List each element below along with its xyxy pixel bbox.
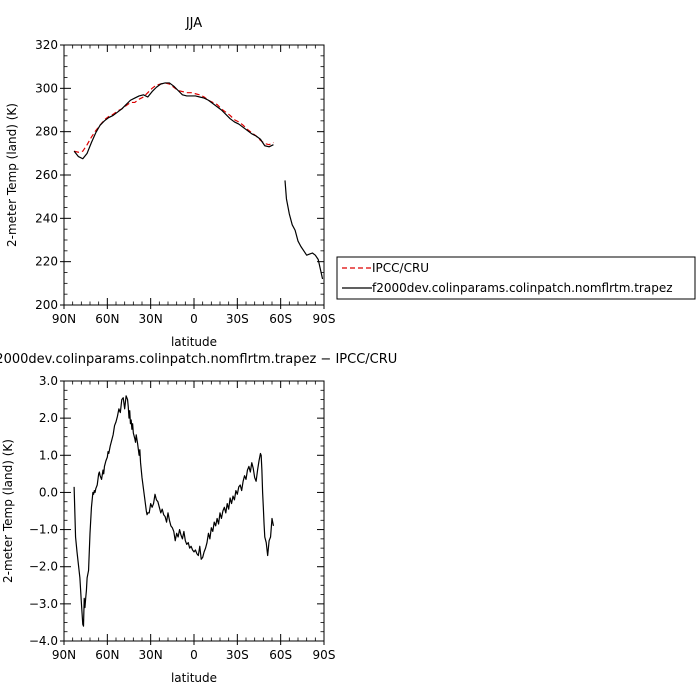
- x-tick-label: 0: [190, 648, 198, 662]
- y-tick-label: 1.0: [39, 448, 58, 462]
- x-tick-label: 90N: [52, 648, 76, 662]
- legend-label-ipcc-cru: IPCC/CRU: [372, 261, 429, 275]
- y-tick-label: 280: [35, 125, 58, 139]
- x-tick-label: 30N: [139, 648, 163, 662]
- y-tick-label: −3.0: [29, 597, 58, 611]
- top-y-axis-label: 2-meter Temp (land) (K): [5, 103, 19, 247]
- x-tick-label: 90S: [313, 312, 336, 326]
- y-tick-label: 3.0: [39, 374, 58, 388]
- bottom-y-axis-label: 2-meter Temp (land) (K): [1, 439, 15, 583]
- top-x-axis-label: latitude: [171, 335, 217, 349]
- y-tick-label: 200: [35, 298, 58, 312]
- x-tick-label: 60N: [95, 648, 119, 662]
- bottom-axis-ticks: 90N 60N 30N 0 30S 60S 90S −4.0 −3.0 −2.0 −1.0 0.0 1.…: [29, 374, 336, 662]
- x-tick-label: 60S: [269, 648, 292, 662]
- y-tick-label: 2.0: [39, 411, 58, 425]
- x-tick-label: 30N: [139, 312, 163, 326]
- legend: IPCC/CRU f2000dev.colinparams.colinpatch…: [336, 256, 696, 300]
- bottom-panel: f2000dev.colinparams.colinpatch.nomflrtm…: [0, 352, 397, 685]
- bottom-plot-frame: [63, 380, 325, 642]
- top-panel: JJA 90N 60N 30N 0 30S 60S 90S 200 220 240 260 280 30…: [5, 16, 335, 349]
- x-tick-label: 60N: [95, 312, 119, 326]
- x-tick-label: 90N: [52, 312, 76, 326]
- y-tick-label: −4.0: [29, 634, 58, 648]
- x-tick-label: 90S: [313, 648, 336, 662]
- legend-label-model: f2000dev.colinparams.colinpatch.nomflrtm…: [372, 281, 673, 295]
- top-series-lines: [73, 82, 324, 280]
- y-tick-label: 220: [35, 255, 58, 269]
- top-axis-ticks: 90N 60N 30N 0 30S 60S 90S 200 220 240 260 280 300 320: [35, 38, 335, 326]
- x-tick-label: 0: [190, 312, 198, 326]
- y-tick-label: 0.0: [39, 485, 58, 499]
- y-tick-label: −1.0: [29, 523, 58, 537]
- bottom-series-lines: [73, 395, 275, 627]
- bottom-x-axis-label: latitude: [171, 671, 217, 685]
- legend-box: [336, 256, 696, 300]
- top-plot-frame: [63, 44, 325, 306]
- series-line-1-0: [73, 395, 275, 627]
- y-tick-label: 300: [35, 81, 58, 95]
- y-tick-label: 260: [35, 168, 58, 182]
- y-tick-label: 320: [35, 38, 58, 52]
- x-tick-label: 30S: [226, 312, 249, 326]
- x-tick-label: 60S: [269, 312, 292, 326]
- x-tick-label: 30S: [226, 648, 249, 662]
- y-tick-label: 240: [35, 211, 58, 225]
- series-line-0-0: [73, 82, 274, 153]
- top-panel-title: JJA: [185, 16, 202, 31]
- series-line-0-1: [73, 82, 324, 280]
- y-tick-label: −2.0: [29, 560, 58, 574]
- bottom-panel-title: f2000dev.colinparams.colinpatch.nomflrtm…: [0, 352, 397, 367]
